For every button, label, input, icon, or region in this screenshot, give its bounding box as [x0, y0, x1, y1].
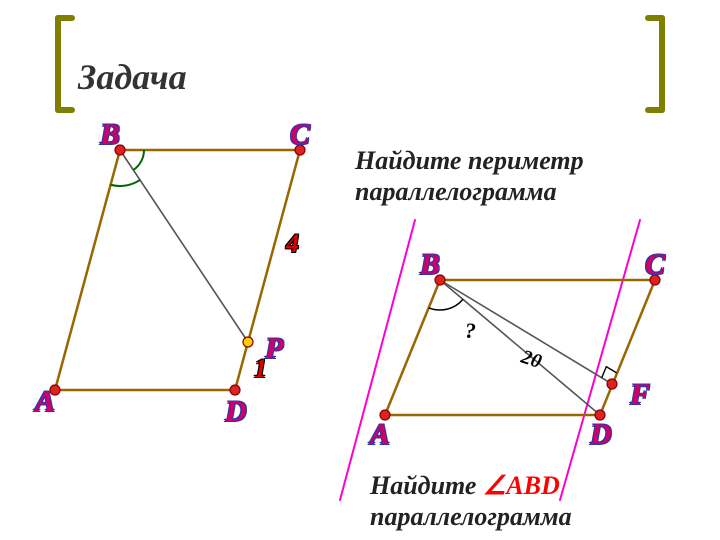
fig2-question-mark: ?: [465, 318, 476, 344]
fig2-label-C: C: [645, 248, 665, 282]
caption-perimeter: Найдите периметр параллелограмма: [355, 145, 584, 207]
fig2-label-F: F: [630, 378, 650, 412]
caption-perimeter-l1: Найдите периметр: [355, 146, 584, 175]
fig2-label-B: B: [420, 248, 440, 282]
fig1-label-D: D: [225, 395, 247, 429]
fig1-label-P: P: [265, 332, 283, 366]
fig1-label-A: A: [35, 385, 55, 419]
fig1-label-B: B: [100, 118, 120, 152]
fig2-label-D: D: [590, 418, 612, 452]
fig2-label-A: A: [370, 418, 390, 452]
fig1-side-1: 1: [254, 354, 267, 384]
fig1-label-C: C: [290, 118, 310, 152]
caption-angle: Найдите ∠АВD параллелограмма: [370, 470, 572, 532]
caption-angle-post: параллелограмма: [370, 502, 572, 531]
angle-ABD-text: ∠АВD: [483, 471, 560, 500]
caption-perimeter-l2: параллелограмма: [355, 177, 557, 206]
slide-title: Задача: [78, 56, 187, 98]
caption-angle-pre: Найдите: [370, 471, 483, 500]
fig1-side-4: 4: [286, 229, 299, 259]
